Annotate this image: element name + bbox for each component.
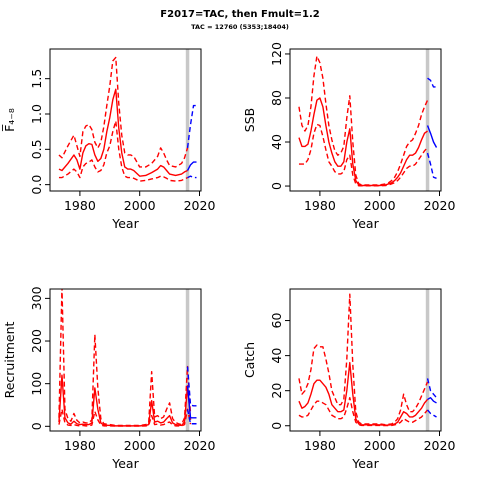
panel-3: 1980 2000 2020 0 100 200 300 Year Recruitment — [2, 286, 215, 471]
x-tick-label: 2020 — [184, 198, 216, 213]
x-axis-title: Year — [351, 456, 379, 471]
plot-area — [58, 289, 197, 431]
y-tick-label: 0.0 — [29, 175, 44, 195]
x-tick-label: 1980 — [304, 198, 336, 213]
plot-area — [298, 289, 438, 431]
x-axis-title: Year — [111, 216, 139, 231]
y-tick-label: 0 — [269, 422, 284, 430]
series-forecast-lower — [426, 152, 437, 179]
series-forecast-median — [186, 385, 197, 419]
series-forecast-median — [426, 125, 438, 148]
series-forecast-median — [427, 396, 437, 404]
series-forecast-upper — [186, 104, 197, 148]
y-tick-label: 300 — [29, 286, 44, 310]
series-historic-lower — [58, 408, 192, 427]
y-axis-title: F̅₄₋₈ — [2, 108, 17, 132]
x-tick-label: 2000 — [364, 198, 396, 213]
plot-frame — [289, 48, 442, 192]
figure-title: F2017=TAC, then Fmult=1.2 — [160, 9, 320, 20]
series-historic-median — [58, 88, 188, 177]
series-forecast-lower — [427, 409, 437, 418]
x-tick-label: 2000 — [124, 198, 156, 213]
y-tick-label: 40 — [269, 348, 284, 364]
series-historic-upper — [58, 56, 189, 168]
series-forecast-upper — [186, 366, 197, 407]
plot-frame — [49, 48, 202, 192]
series-forecast-upper — [426, 378, 438, 399]
x-tick-label: 2020 — [424, 198, 456, 213]
series-forecast-lower — [187, 175, 197, 179]
y-tick-label: 200 — [29, 329, 44, 353]
plot-frame — [49, 288, 202, 432]
x-tick-label: 1980 — [304, 438, 336, 453]
y-tick-label: 60 — [269, 313, 284, 329]
series-historic-lower — [298, 123, 429, 187]
y-tick-label: 80 — [269, 90, 284, 106]
y-tick-label: 20 — [269, 383, 284, 399]
panel-2: 1980 2000 2020 0 40 80 120 Year SSB — [242, 42, 455, 231]
y-tick-label: 120 — [269, 42, 284, 66]
y-tick-label: 1.0 — [29, 104, 44, 124]
series-forecast-lower — [186, 409, 197, 425]
y-axis-title: Recruitment — [2, 322, 17, 399]
plot-frame — [289, 288, 442, 432]
plot-area — [298, 49, 438, 191]
x-tick-label: 1980 — [64, 198, 96, 213]
series-historic-median — [298, 97, 428, 187]
y-tick-label: 0 — [29, 422, 44, 430]
x-tick-label: 1980 — [64, 438, 96, 453]
plot-area — [58, 49, 197, 191]
series-historic-lower — [298, 396, 429, 427]
series-historic-upper — [58, 289, 192, 427]
y-tick-label: 40 — [269, 134, 284, 150]
x-tick-label: 2020 — [424, 438, 456, 453]
figure-subtitle: TAC = 12760 (5353;18404) — [191, 23, 289, 31]
series-historic-median — [58, 374, 192, 427]
series-historic-upper — [298, 293, 429, 426]
y-tick-label: 100 — [29, 372, 44, 396]
series-historic-upper — [298, 55, 429, 186]
y-tick-label: 1.5 — [29, 69, 44, 89]
series-historic-median — [298, 361, 429, 426]
y-tick-label: 0 — [269, 182, 284, 190]
y-tick-label: 0.5 — [29, 139, 44, 159]
y-axis-title: SSB — [242, 108, 257, 132]
x-tick-label: 2020 — [184, 438, 216, 453]
x-axis-title: Year — [351, 216, 379, 231]
y-axis-title: Catch — [242, 342, 257, 378]
x-tick-label: 2000 — [124, 438, 156, 453]
panel-4: 1980 2000 2020 0 20 40 60 Year Catch — [242, 288, 456, 471]
panel-1: 1980 2000 2020 0.0 0.5 1.0 1.5 Year F̅₄₋₈ — [2, 48, 216, 231]
x-tick-label: 2000 — [364, 438, 396, 453]
series-historic-lower — [58, 120, 188, 182]
x-axis-title: Year — [111, 456, 139, 471]
series-forecast-median — [186, 161, 197, 171]
series-forecast-upper — [427, 77, 437, 88]
